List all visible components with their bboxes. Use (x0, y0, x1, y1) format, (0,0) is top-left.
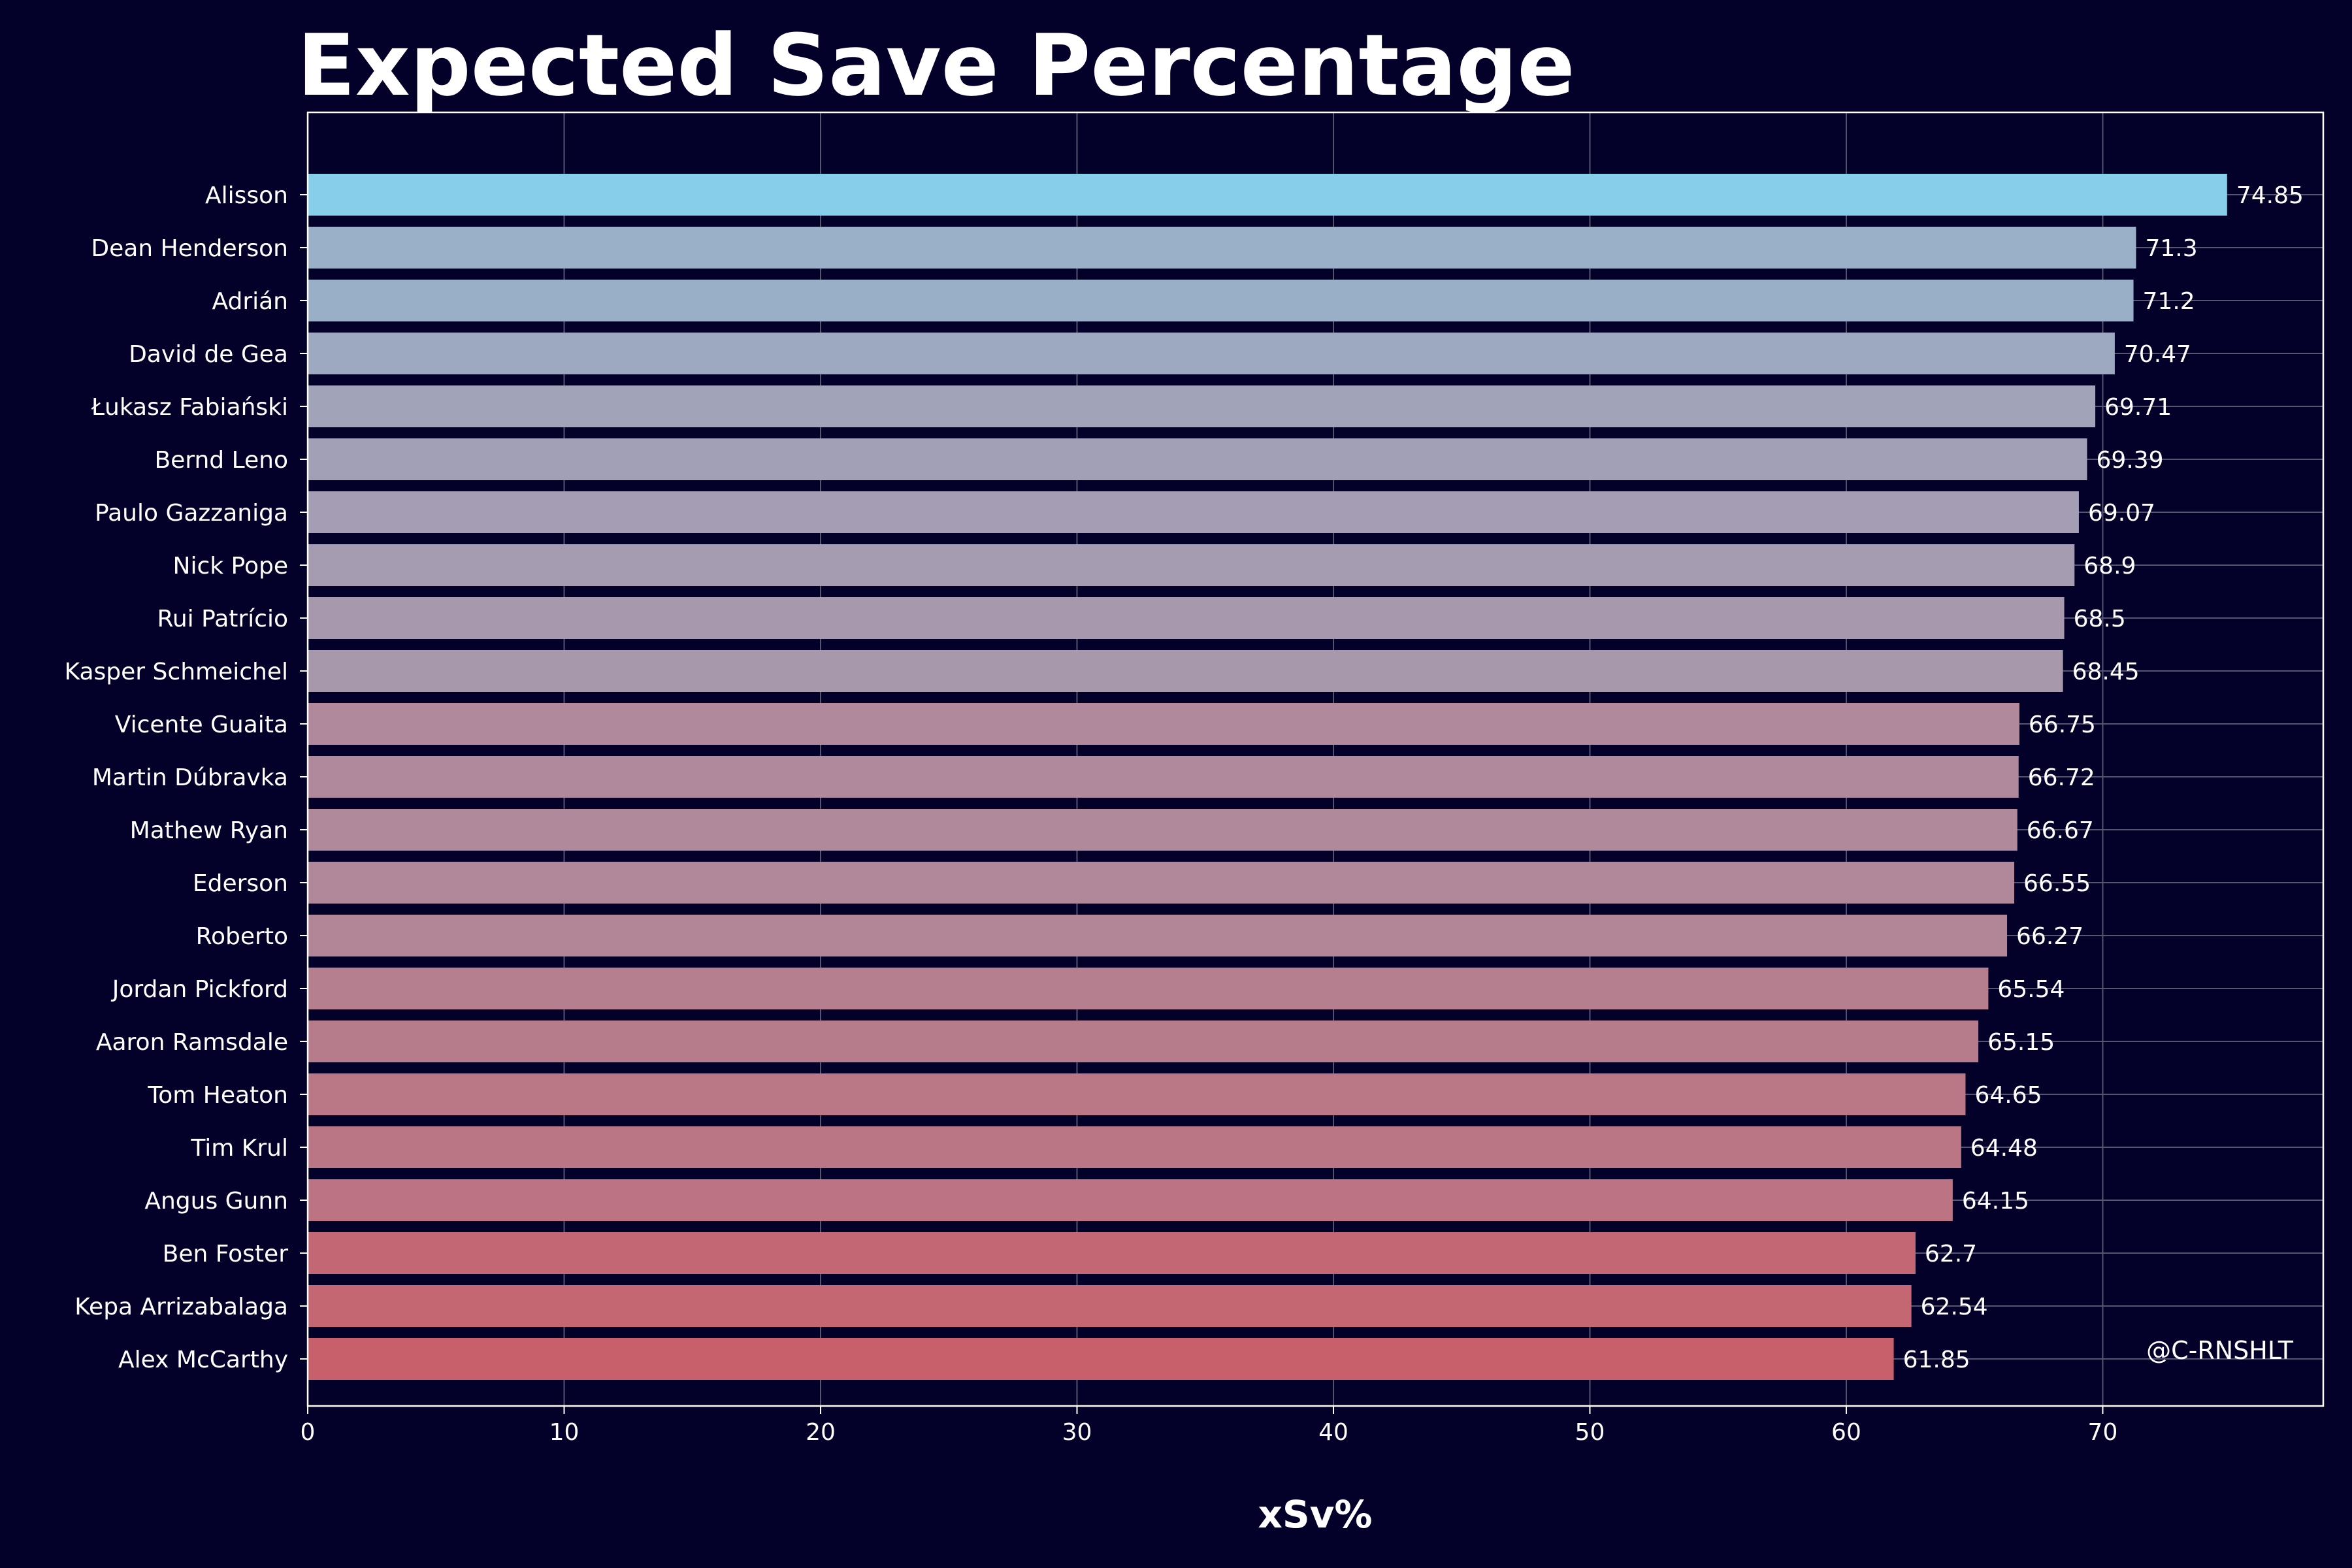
bar-value-label: 64.15 (1962, 1188, 2029, 1215)
bar (308, 1285, 1912, 1327)
chart-title: Expected Save Percentage (297, 16, 1575, 115)
bar (308, 438, 2087, 480)
bar (308, 862, 2015, 904)
bar-value-label: 68.5 (2074, 606, 2126, 632)
bar (308, 809, 2017, 851)
y-tick-label: Alisson (205, 182, 288, 209)
y-tick-label: Łukasz Fabiański (91, 394, 288, 421)
x-tick-label: 20 (806, 1419, 836, 1446)
y-tick-label: David de Gea (129, 341, 288, 368)
y-tick-label: Bernd Leno (154, 447, 288, 474)
plot-frame (306, 111, 2325, 1407)
bar-value-label: 66.67 (2027, 817, 2094, 844)
bar-value-label: 66.75 (2029, 711, 2096, 738)
bar (308, 968, 1989, 1009)
y-tick-label: Ben Foster (163, 1241, 289, 1267)
y-tick-label: Kasper Schmeichel (65, 659, 288, 685)
bar (308, 227, 2136, 269)
bar (308, 650, 2063, 692)
bar-value-label: 69.39 (2097, 447, 2164, 474)
bar (308, 1232, 1916, 1274)
bar (308, 1338, 1894, 1380)
x-tick-label: 50 (1575, 1419, 1605, 1446)
bar-value-label: 69.71 (2104, 394, 2172, 421)
y-tick-label: Paulo Gazzaniga (95, 500, 288, 527)
x-tick-label: 10 (549, 1419, 580, 1446)
bar (308, 491, 2079, 533)
bar (308, 703, 2019, 745)
y-tick-label: Jordan Pickford (111, 976, 288, 1003)
bar-value-label: 66.72 (2028, 764, 2095, 791)
bar-value-label: 74.85 (2236, 182, 2304, 209)
y-tick-label: Vicente Guaita (115, 711, 288, 738)
y-tick-label: Kepa Arrizabalaga (74, 1294, 288, 1320)
bar-value-label: 66.55 (2023, 870, 2091, 897)
watermark: @C-RNSHLT (2146, 1336, 2294, 1365)
y-tick-label: Angus Gunn (144, 1188, 288, 1215)
bar-value-label: 69.07 (2088, 500, 2155, 527)
y-tick-label: Adrián (212, 288, 288, 315)
bar (308, 756, 2019, 798)
y-tick-label: Dean Henderson (91, 235, 288, 262)
y-tick-label: Aaron Ramsdale (96, 1029, 288, 1056)
x-axis-label: xSv% (1258, 1492, 1372, 1537)
bar (308, 333, 2115, 374)
bar-value-label: 71.3 (2145, 235, 2197, 262)
bar-value-label: 71.2 (2143, 288, 2195, 315)
bar (308, 280, 2134, 321)
bar (308, 174, 2227, 216)
bar (308, 1021, 1979, 1062)
y-tick-label: Martin Dúbravka (92, 764, 288, 791)
x-tick-labels: 0 10 20 30 40 50 60 70 (301, 1406, 2118, 1446)
bar-value-label: 64.65 (1974, 1082, 2042, 1109)
x-tick-label: 30 (1062, 1419, 1092, 1446)
y-tick-label: Tim Krul (190, 1135, 288, 1162)
bar-value-label: 62.54 (1921, 1294, 1988, 1320)
bar-value-label: 70.47 (2124, 341, 2191, 368)
bar (308, 1179, 1953, 1221)
bar (308, 915, 2008, 956)
bar-value-label: 66.27 (2016, 923, 2083, 950)
bar (308, 1126, 1961, 1168)
bar (308, 597, 2065, 639)
bar-value-label: 65.15 (1987, 1029, 2055, 1056)
y-tick-label: Ederson (193, 870, 288, 897)
x-tick-label: 70 (2088, 1419, 2118, 1446)
y-tick-label: Roberto (196, 923, 288, 950)
y-tick-labels: Alisson Dean Henderson Adrián David de Gea Ł… (65, 182, 308, 1373)
x-tick-label: 40 (1318, 1419, 1348, 1446)
y-tick-label: Tom Heaton (147, 1082, 288, 1109)
bar-value-label: 65.54 (1997, 976, 2065, 1003)
bar-value-label: 68.9 (2083, 553, 2136, 580)
bars (308, 174, 2227, 1380)
bar-value-label: 64.48 (1970, 1135, 2038, 1162)
bar-value-label: 62.7 (1925, 1241, 1977, 1267)
bar-value-label: 68.45 (2072, 659, 2140, 685)
bar (308, 544, 2075, 586)
x-tick-label: 0 (301, 1419, 316, 1446)
bar (308, 385, 2096, 427)
x-tick-label: 60 (1831, 1419, 1861, 1446)
y-tick-label: Nick Pope (173, 553, 288, 580)
bar-value-label: 61.85 (1903, 1347, 1970, 1373)
y-tick-label: Alex McCarthy (118, 1347, 288, 1373)
bar (308, 1073, 1966, 1115)
y-tick-label: Rui Patrício (157, 606, 288, 632)
y-tick-label: Mathew Ryan (130, 817, 288, 844)
data-labels: 74.85 71.3 71.2 70.47 69.71 69.39 69.07 68.9 68.… (1903, 182, 2304, 1373)
